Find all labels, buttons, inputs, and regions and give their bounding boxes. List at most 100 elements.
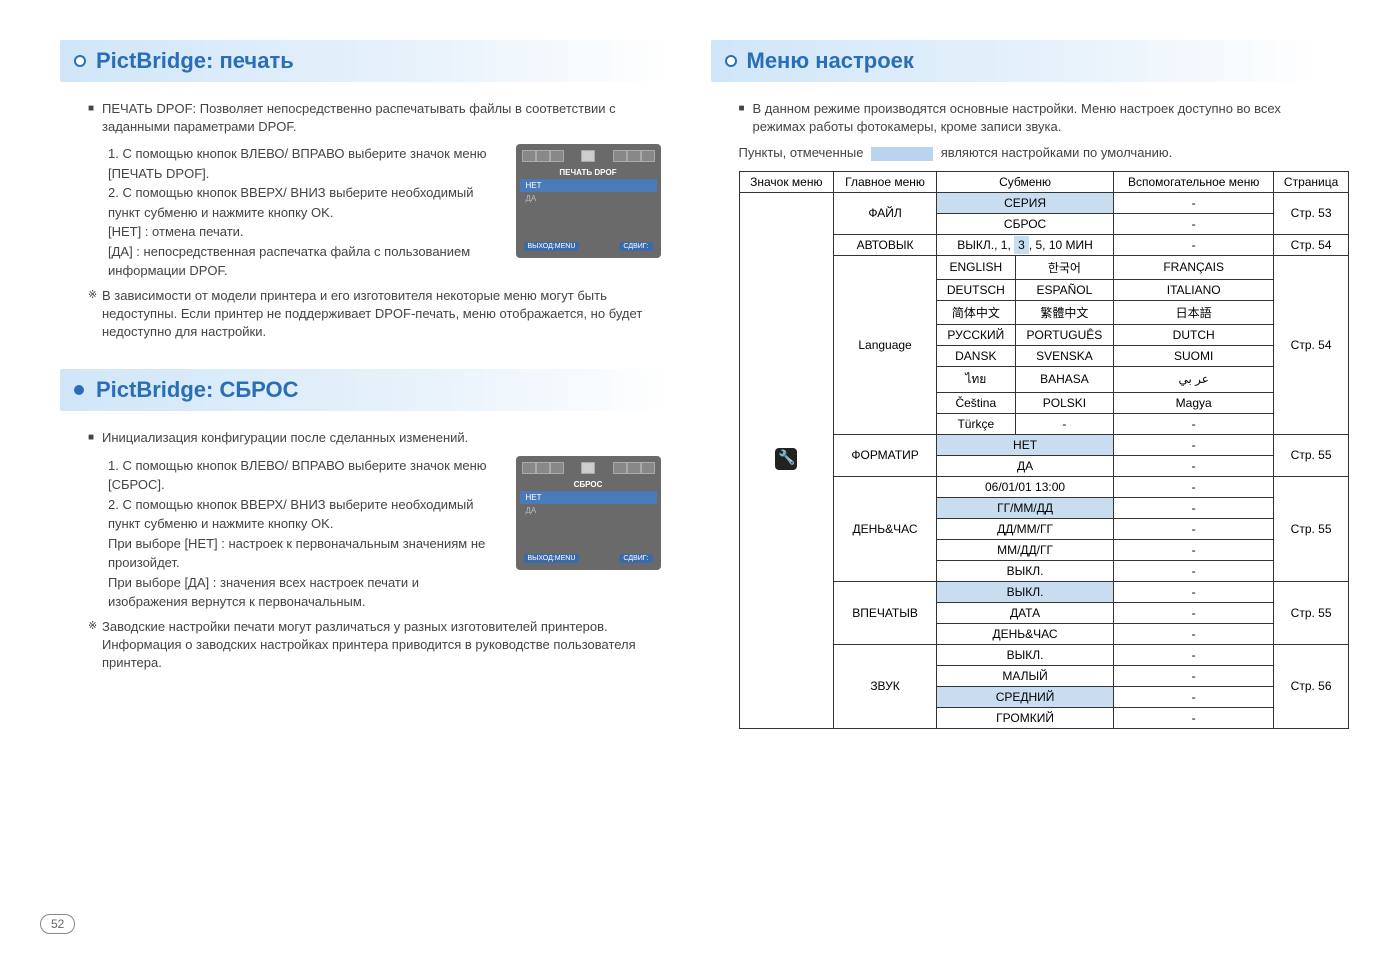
- cs-row-da2: ДА: [520, 504, 657, 517]
- dpof-bullet: ПЕЧАТЬ DPOF: Позволяет непосредственно р…: [88, 100, 671, 136]
- aux: -: [1114, 623, 1274, 644]
- page-55a: Стр. 55: [1274, 434, 1349, 476]
- th-aux: Вспомогательное меню: [1114, 171, 1274, 192]
- main-date: ДЕНЬ&ЧАС: [834, 476, 937, 581]
- aux: -: [1114, 644, 1274, 665]
- sub-seria: СЕРИЯ: [936, 192, 1113, 213]
- lang: PORTUGUÊS: [1015, 324, 1113, 345]
- sub-im0: ВЫКЛ.: [936, 581, 1113, 602]
- sub-dt3: ММ/ДД/ГГ: [936, 539, 1113, 560]
- section-header-menu: Меню настроек: [711, 40, 1322, 82]
- footer-shift2: СДВИГ:: [619, 554, 652, 563]
- sub-dt0: 06/01/01 13:00: [936, 476, 1113, 497]
- reset-note: Заводские настройки печати могут различа…: [88, 618, 671, 673]
- lang-c0r0: ENGLISH: [936, 255, 1015, 279]
- lang-c2r0: FRANÇAIS: [1114, 255, 1274, 279]
- dpof-note: В зависимости от модели принтера и его и…: [88, 287, 671, 342]
- lang: BAHASA: [1015, 366, 1113, 392]
- th-sub: Субменю: [936, 171, 1113, 192]
- sub-net: НЕТ: [936, 434, 1113, 455]
- th-main: Главное меню: [834, 171, 937, 192]
- cs-icons2: [520, 460, 657, 478]
- page-55c: Стр. 55: [1274, 581, 1349, 644]
- sub-s2: СРЕДНИЙ: [936, 686, 1113, 707]
- lang: SVENSKA: [1015, 345, 1113, 366]
- section-title-reset: PictBridge: СБРОС: [96, 377, 299, 402]
- cs-title2: СБРОС: [520, 478, 657, 491]
- aux: -: [1114, 560, 1274, 581]
- aux: -: [1114, 192, 1274, 213]
- aux: -: [1114, 665, 1274, 686]
- lang: DUTCH: [1114, 324, 1274, 345]
- sub-dt4: ВЫКЛ.: [936, 560, 1113, 581]
- lang: 日本語: [1114, 300, 1274, 324]
- lang: POLSKI: [1015, 392, 1113, 413]
- th-icon: Значок меню: [739, 171, 834, 192]
- footer-exit2: ВЫХОД:MENU: [524, 554, 580, 563]
- note-head: Пункты, отмеченные: [739, 145, 864, 160]
- main-sound: ЗВУК: [834, 644, 937, 728]
- note-tail: являются настройками по умолчанию.: [941, 145, 1173, 160]
- page-53: Стр. 53: [1274, 192, 1349, 234]
- menu-note: Пункты, отмеченные являются настройками …: [739, 144, 1322, 162]
- main-file: ФАЙЛ: [834, 192, 937, 234]
- page-54b: Стр. 54: [1274, 255, 1349, 434]
- lang: ไทย: [936, 366, 1015, 392]
- sub-dt1: ГГ/ММ/ДД: [936, 497, 1113, 518]
- lang: عر بي: [1114, 366, 1274, 392]
- aux: -: [1114, 518, 1274, 539]
- lang: -: [1114, 413, 1274, 434]
- aux: -: [1114, 213, 1274, 234]
- sub-im2: ДЕНЬ&ЧАС: [936, 623, 1113, 644]
- aux: -: [1114, 476, 1274, 497]
- aux: -: [1114, 434, 1274, 455]
- default-marker: [871, 147, 933, 161]
- sub-da: ДА: [936, 455, 1113, 476]
- lang: Magya: [1114, 392, 1274, 413]
- lang: Čeština: [936, 392, 1015, 413]
- page-54a: Стр. 54: [1274, 234, 1349, 255]
- page-55b: Стр. 55: [1274, 476, 1349, 581]
- aux: -: [1114, 455, 1274, 476]
- cs-row-net2: НЕТ: [520, 491, 657, 504]
- lang: ITALIANO: [1114, 279, 1274, 300]
- sub-s3: ГРОМКИЙ: [936, 707, 1113, 728]
- menu-bullet: В данном режиме производятся основные на…: [739, 100, 1322, 136]
- cs-title: ПЕЧАТЬ DPOF: [520, 166, 657, 179]
- lang: SUOMI: [1114, 345, 1274, 366]
- section-title: PictBridge: печать: [96, 48, 294, 73]
- cs-icons: [520, 148, 657, 166]
- lang: ESPAÑOL: [1015, 279, 1113, 300]
- rstep-4: При выборе [ДА] : значения всех настроек…: [108, 573, 671, 612]
- page-56: Стр. 56: [1274, 644, 1349, 728]
- aux: -: [1114, 602, 1274, 623]
- lang: РУССКИЙ: [936, 324, 1015, 345]
- footer-shift: СДВИГ:: [619, 242, 652, 251]
- main-auto: АВТОВЫК: [834, 234, 937, 255]
- sub-s1: МАЛЫЙ: [936, 665, 1113, 686]
- aux: -: [1114, 707, 1274, 728]
- lang: Türkçe: [936, 413, 1015, 434]
- sub-sbros: СБРОС: [936, 213, 1113, 234]
- aux: -: [1114, 581, 1274, 602]
- cs-footer2: ВЫХОД:MENU СДВИГ:: [520, 551, 657, 566]
- section-title-menu: Меню настроек: [747, 48, 914, 73]
- cs-footer: ВЫХОД:MENU СДВИГ:: [520, 239, 657, 254]
- main-format: ФОРМАТИР: [834, 434, 937, 476]
- lang: DEUTSCH: [936, 279, 1015, 300]
- page-number: 52: [40, 914, 75, 934]
- th-page: Страница: [1274, 171, 1349, 192]
- lang-c1r0: 한국어: [1015, 255, 1113, 279]
- lang: DANSK: [936, 345, 1015, 366]
- camera-screen-dpof: ПЕЧАТЬ DPOF НЕТ ДА ВЫХОД:MENU СДВИГ:: [516, 144, 661, 258]
- reset-bullet: Инициализация конфигурации после сделанн…: [88, 429, 671, 447]
- sub-dt2: ДД/ММ/ГГ: [936, 518, 1113, 539]
- lang: -: [1015, 413, 1113, 434]
- cs-row-net: НЕТ: [520, 179, 657, 192]
- footer-exit: ВЫХОД:MENU: [524, 242, 580, 251]
- lang: 简体中文: [936, 300, 1015, 324]
- main-imprint: ВПЕЧАТЫВ: [834, 581, 937, 644]
- section-header-reset: PictBridge: СБРОС: [60, 369, 671, 411]
- section-header-pictbridge-print: PictBridge: печать: [60, 40, 671, 82]
- aux: -: [1114, 686, 1274, 707]
